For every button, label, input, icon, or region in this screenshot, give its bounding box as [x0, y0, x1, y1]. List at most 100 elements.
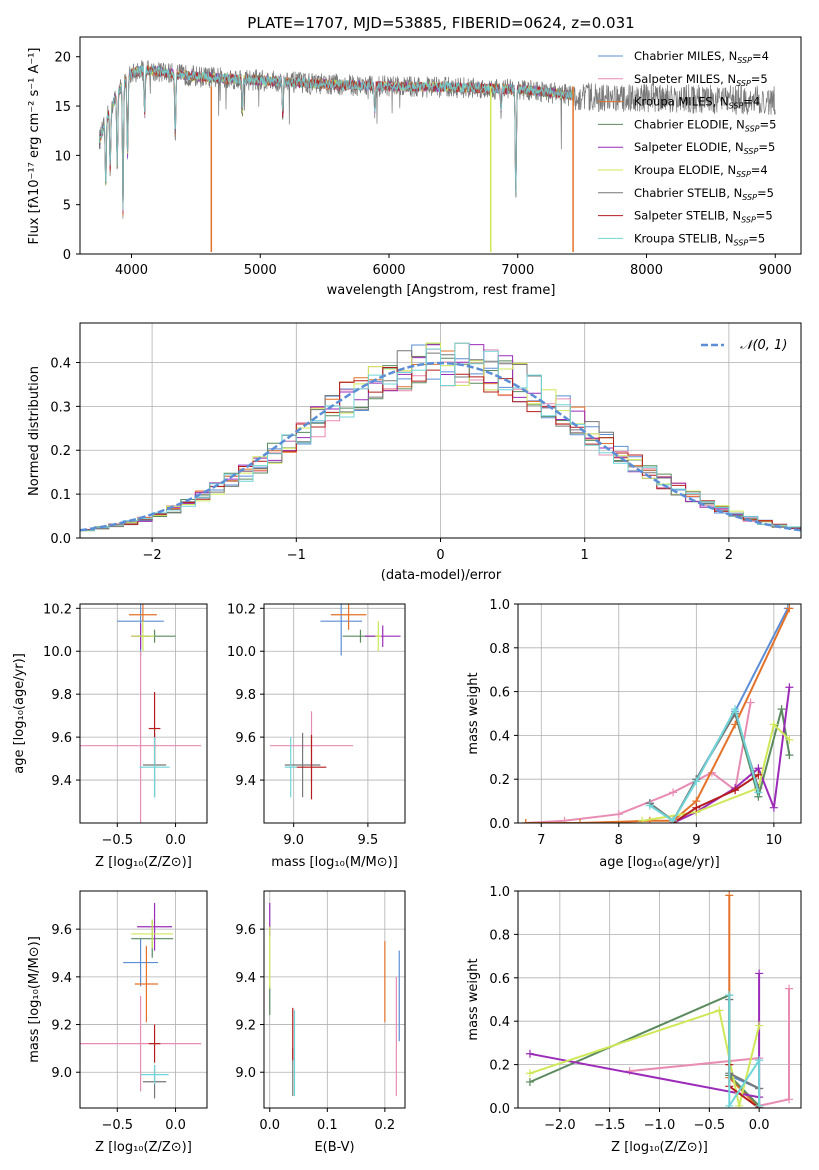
- weight-marker: [754, 770, 763, 779]
- residuals-legend: 𝒩(0, 1): [701, 338, 787, 353]
- spectrum-ytick-label: 20: [54, 51, 71, 66]
- ytick-label: 0.6: [489, 686, 510, 701]
- weight-line: [529, 973, 761, 1108]
- weight-line: [728, 995, 761, 1108]
- weight-marker: [625, 1067, 634, 1076]
- spectrum-xtick-label: 7000: [501, 263, 534, 278]
- weight-marker: [785, 1095, 794, 1104]
- xtick-label: 0.0: [165, 1118, 186, 1133]
- weight-marker: [614, 810, 623, 819]
- ytick-label: 0.6: [489, 972, 510, 987]
- xtick-label: −0.5: [101, 1118, 133, 1133]
- axes-frame: [79, 603, 208, 824]
- xtick-label: 0.2: [375, 1118, 396, 1133]
- ytick-label: 1.0: [489, 885, 510, 900]
- normal-legend-label: 𝒩(0, 1): [740, 338, 787, 353]
- weight-marker: [521, 819, 530, 823]
- plot-area: [80, 902, 202, 1099]
- weight-marker: [560, 816, 569, 823]
- plot-area: [525, 891, 794, 1108]
- xtick-label: 0.0: [259, 1118, 280, 1133]
- residuals-xtick-label: 2: [725, 548, 733, 563]
- ytick-label: 9.6: [51, 923, 72, 938]
- weight-marker: [638, 816, 647, 823]
- axes-frame: [517, 603, 802, 824]
- residuals-ytick-label: 0.2: [50, 444, 71, 459]
- residuals-panel: −2 −1 0 1 2 0.0 0.1 0.2 0.3 0.4 (data-model)/erro…: [27, 322, 802, 583]
- weight-vs-age-panel: 7 8 9 10 0.0 0.2 0.4 0.6 0.8 1.0 age [log₁₀(age/yr…: [466, 598, 802, 870]
- weight-marker: [746, 698, 755, 707]
- legend-label: Salpeter ELODIE, NSSP=5: [634, 140, 775, 156]
- residuals-xlabel: (data-model)/error: [381, 568, 502, 583]
- weight-marker: [576, 819, 585, 823]
- xtick-label: 10: [766, 833, 783, 848]
- weight-marker: [735, 1101, 744, 1108]
- xlabel: age [log₁₀(age/yr)]: [599, 855, 720, 870]
- legend-label: Chabrier STELIB, NSSP=5: [634, 186, 774, 202]
- ytick-label: 9.4: [235, 971, 256, 986]
- spectrum-xlabel: wavelength [Angstrom, rest frame]: [327, 283, 556, 298]
- weight-marker: [715, 1006, 724, 1015]
- ytick-label: 9.0: [235, 1066, 256, 1081]
- ytick-label: 9.4: [51, 774, 72, 789]
- weight-marker: [769, 720, 778, 729]
- ytick-label: 0.2: [489, 1059, 510, 1074]
- legend-label: Salpeter MILES, NSSP=5: [634, 72, 768, 88]
- axes-frame: [263, 890, 406, 1109]
- ytick-label: 0.4: [489, 1015, 510, 1030]
- ytick-label: 0.8: [489, 928, 510, 943]
- weight-marker: [525, 1077, 534, 1086]
- ytick-label: 9.6: [235, 731, 256, 746]
- weight-marker: [692, 777, 701, 786]
- xtick-label: 0.0: [165, 833, 186, 848]
- spectrum-ytick-label: 0: [63, 248, 71, 263]
- residuals-xtick-label: 0: [436, 548, 444, 563]
- ytick-label: 9.2: [51, 1019, 72, 1034]
- legend-label: Kroupa STELIB, NSSP=5: [634, 231, 765, 247]
- legend-label: Salpeter STELIB, NSSP=5: [634, 209, 773, 225]
- ylabel: age [log₁₀(age/yr)]: [12, 653, 27, 774]
- ytick-label: 0.8: [489, 642, 510, 657]
- residuals-ylabel: Normed distribution: [27, 366, 42, 496]
- ytick-label: 9.4: [235, 774, 256, 789]
- weight-marker: [645, 801, 654, 810]
- plot-area: [521, 604, 794, 823]
- weight-marker: [785, 751, 794, 760]
- xtick-label: 8: [615, 833, 623, 848]
- weight-marker: [731, 786, 740, 795]
- weight-marker: [692, 803, 701, 812]
- mass-vs-Z-panel: −0.5 0.0 9.0 9.2 9.4 9.6 Z [log₁₀(Z/Z⊙)] mass […: [27, 890, 208, 1155]
- residuals-xtick-label: 1: [581, 548, 589, 563]
- weight-marker: [725, 1101, 734, 1108]
- ytick-label: 9.6: [235, 923, 256, 938]
- xtick-label: 9.5: [358, 833, 379, 848]
- ytick-label: 9.8: [51, 688, 72, 703]
- xlabel: Z [log₁₀(Z/Z⊙)]: [611, 1140, 708, 1155]
- normal-curve: [80, 361, 801, 532]
- weight-line: [672, 773, 759, 823]
- residuals-ytick-label: 0.1: [50, 488, 71, 503]
- weight-marker: [785, 604, 794, 613]
- residuals-ytick-label: 0.4: [50, 356, 71, 371]
- ytick-label: 9.6: [51, 731, 72, 746]
- mass-vs-ebv-panel: 0.0 0.1 0.2 9.0 9.2 9.4 9.6 E(B-V): [235, 890, 406, 1155]
- residuals-ytick-label: 0.0: [50, 532, 71, 547]
- xtick-label: 0.1: [317, 1118, 338, 1133]
- spectrum-ytick-label: 5: [63, 199, 71, 214]
- weight-vs-Z-panel: −2.0 −1.5 −1.0 −0.5 0.0 0.0 0.2 0.4 0.6 0.8 1.0 Z […: [466, 885, 802, 1155]
- xtick-label: 7: [537, 833, 545, 848]
- ytick-label: 10.0: [43, 645, 72, 660]
- xlabel: Z [log₁₀(Z/Z⊙)]: [95, 1140, 192, 1155]
- xtick-label: 9: [692, 833, 700, 848]
- ytick-label: 9.2: [235, 1019, 256, 1034]
- ylabel: mass weight: [466, 672, 481, 754]
- weight-marker: [669, 816, 678, 823]
- ytick-label: 9.4: [51, 971, 72, 986]
- weight-marker: [755, 969, 764, 978]
- axes-frame: [263, 603, 406, 824]
- ytick-label: 0.2: [489, 773, 510, 788]
- residuals-xtick-label: −2: [143, 548, 162, 563]
- weight-marker: [725, 891, 734, 900]
- spectrum-axes-frame: [79, 36, 802, 255]
